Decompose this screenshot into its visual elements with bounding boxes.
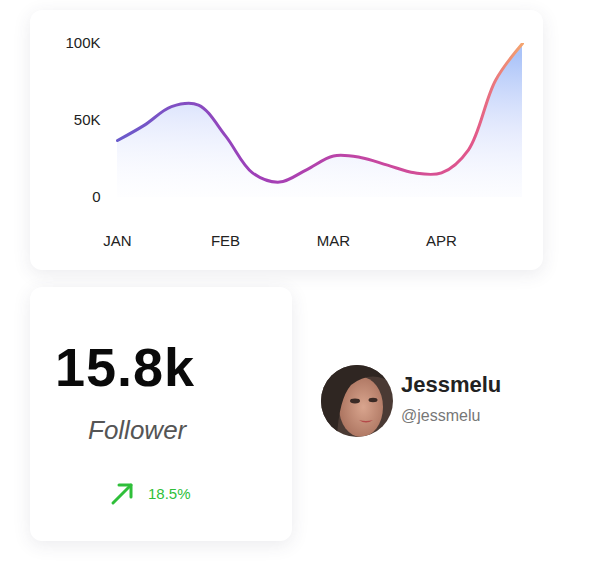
svg-text:0: 0: [92, 188, 100, 205]
svg-text:JAN: JAN: [103, 232, 131, 249]
html-text:@jessmelu: @jessmelu: [401, 407, 481, 424]
svg-text:MAR: MAR: [317, 232, 351, 249]
html-text:18.5%: 18.5%: [148, 484, 191, 502]
svg-text:FEB: FEB: [211, 232, 240, 249]
svg-text:100K: 100K: [65, 34, 100, 51]
html-text:15.8k: 15.8k: [54, 337, 196, 397]
html-text:Follower: Follower: [88, 415, 187, 445]
html-text:Jessmelu: Jessmelu: [401, 372, 502, 397]
svg-text:APR: APR: [426, 232, 457, 249]
svg-text:50K: 50K: [74, 111, 101, 128]
